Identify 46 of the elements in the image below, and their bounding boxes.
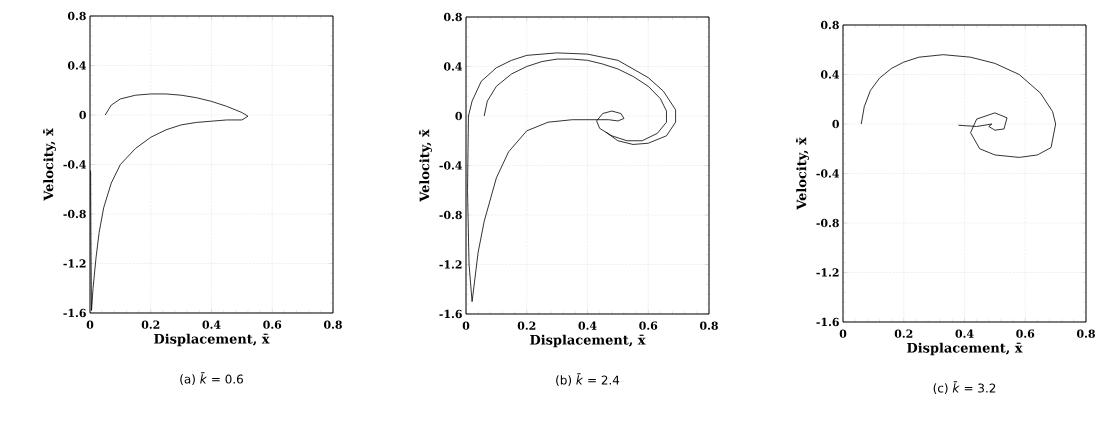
- x-tick-label: 0.8: [699, 321, 718, 330]
- x-tick-label: 0.6: [1016, 329, 1035, 338]
- y-tick-label: 0: [79, 110, 86, 120]
- line-series: [860, 54, 1057, 158]
- y-tick-label: 0.4: [820, 70, 840, 79]
- x-tick-label: 0: [839, 329, 847, 338]
- y-tick-label: 0: [832, 119, 839, 129]
- y-tick-label: -1.6: [816, 317, 839, 327]
- y-tick-label: 0: [455, 111, 462, 121]
- x-tick-label: 0.6: [263, 320, 282, 329]
- x-tick-label: 0.2: [894, 329, 913, 338]
- text: (b) k̄ = 2.4: [556, 373, 620, 386]
- y-tick-label: -1.2: [63, 259, 86, 268]
- y-tick-label: 0.8: [443, 12, 462, 22]
- x-tick-label: 0.8: [323, 320, 342, 329]
- y-tick-label: -0.4: [816, 169, 840, 178]
- x-tick-label: 0.4: [578, 321, 597, 330]
- y-tick-label: -0.8: [816, 218, 839, 228]
- x-tick-label: 0: [462, 321, 470, 330]
- y-tick-label: -0.4: [439, 161, 463, 170]
- x-axis-title: Displacement, x̄: [907, 342, 1023, 356]
- x-tick-label: 0.2: [141, 320, 160, 329]
- x-axis-title: Displacement, x̄: [530, 334, 646, 348]
- y-tick-label: 0.4: [443, 62, 463, 71]
- y-tick-label: -1.6: [63, 308, 86, 318]
- y-tick-label: 0.8: [67, 11, 86, 21]
- y-tick-label: -0.8: [63, 209, 86, 219]
- x-tick-label: 0.6: [639, 321, 658, 330]
- x-tick-label: 0: [86, 320, 94, 329]
- x-axis-title: Displacement, x̄: [154, 333, 270, 347]
- y-axis-title: Velocity, ẋ̄: [42, 128, 57, 201]
- y-axis-title: Velocity, ẋ̄: [795, 137, 810, 210]
- y-tick-label: -0.4: [63, 160, 87, 169]
- y-tick-label: 0.4: [67, 61, 87, 70]
- y-tick-label: 0.8: [820, 20, 839, 30]
- x-tick-label: 0.2: [517, 321, 536, 330]
- text: (c) k̄ = 3.2: [933, 381, 996, 394]
- x-tick-label: 0.4: [955, 329, 974, 338]
- y-tick-label: -1.6: [439, 309, 462, 319]
- x-tick-label: 0.8: [1076, 329, 1095, 338]
- y-tick-label: -1.2: [816, 268, 839, 277]
- x-tick-label: 0.4: [202, 320, 221, 329]
- y-tick-label: -1.2: [439, 260, 462, 269]
- y-tick-label: -0.8: [439, 210, 462, 220]
- y-axis-title: Velocity, ẋ̄: [418, 129, 433, 202]
- text: (a) k̄ = 0.6: [180, 372, 243, 385]
